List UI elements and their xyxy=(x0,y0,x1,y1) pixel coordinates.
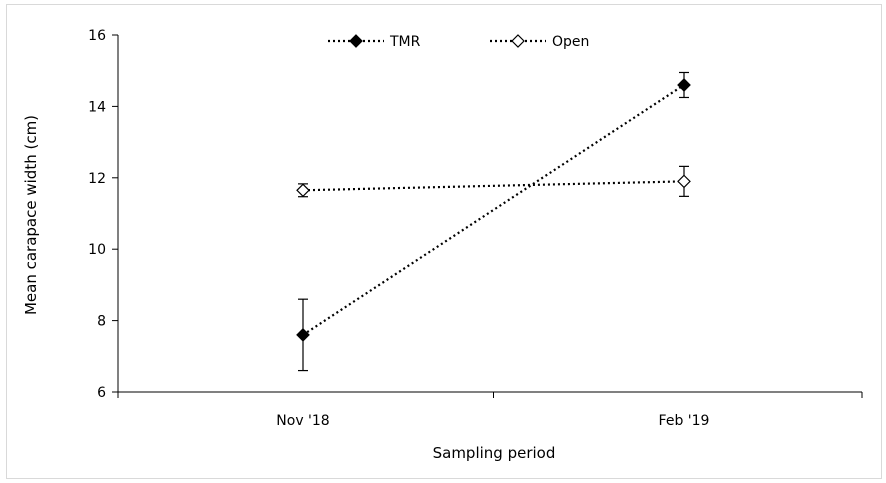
series-tmr xyxy=(296,71,691,372)
legend-label: Open xyxy=(552,34,589,50)
series-line xyxy=(302,180,685,192)
data-point xyxy=(296,328,310,342)
y-tick-label: 16 xyxy=(88,28,106,44)
legend-marker xyxy=(349,34,363,48)
data-point xyxy=(677,174,691,189)
series-open xyxy=(296,165,691,198)
x-tick-label: Feb '19 xyxy=(659,413,710,429)
y-tick-label: 12 xyxy=(88,171,106,187)
y-tick-label: 10 xyxy=(88,242,106,258)
y-ticks: 6 8 10 12 14 16 xyxy=(88,28,118,401)
legend: TMR Open xyxy=(328,34,589,50)
legend-marker xyxy=(511,34,525,48)
y-tick-label: 8 xyxy=(97,314,106,330)
y-tick-label: 14 xyxy=(88,99,106,115)
legend-item-tmr: TMR xyxy=(328,34,421,50)
series-line xyxy=(302,84,685,336)
series-layer xyxy=(296,71,691,372)
data-point xyxy=(296,183,310,198)
x-axis-title: Sampling period xyxy=(433,444,556,462)
y-tick-label: 6 xyxy=(97,385,106,401)
y-axis-title: Mean carapace width (cm) xyxy=(22,115,40,315)
legend-item-open: Open xyxy=(490,34,589,50)
data-point xyxy=(677,78,691,92)
chart-frame xyxy=(6,4,882,479)
x-ticks: Nov '18 Feb '19 xyxy=(117,392,863,429)
axes xyxy=(117,35,862,393)
x-tick-label: Nov '18 xyxy=(276,413,329,429)
legend-label: TMR xyxy=(389,34,421,50)
